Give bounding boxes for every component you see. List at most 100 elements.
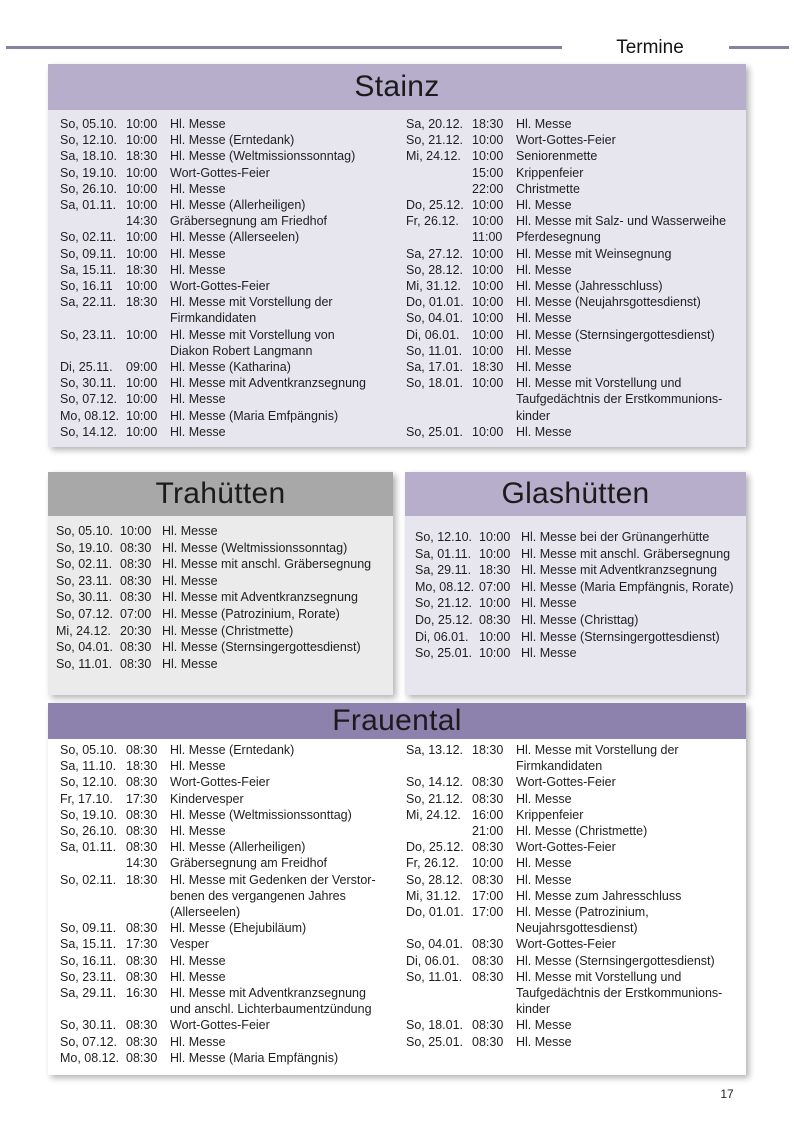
- event-description: Hl. Messe (Allerheiligen): [170, 198, 306, 213]
- schedule-row: So, 04.01. 10:00 Hl. Messe: [406, 310, 738, 326]
- schedule-row: 21:00 Hl. Messe (Christmette): [406, 823, 738, 839]
- event-date: So, 04.01.: [56, 640, 113, 655]
- event-date: So, 30.11.: [56, 590, 113, 605]
- event-time: 18:30: [472, 360, 504, 375]
- event-time: 07:00: [479, 579, 511, 594]
- schedule-row: 14:30 Gräbersegnung am Freidhof: [60, 855, 392, 871]
- event-time: 10:00: [479, 530, 511, 544]
- event-time: 10:00: [126, 117, 158, 131]
- schedule-column: So, 05.10. 10:00 Hl. Messe So, 19.10. 08…: [56, 523, 387, 672]
- schedule-row: So, 02.11. 10:00 Hl. Messe (Allerseelen): [60, 229, 392, 245]
- schedule-row: So, 07.12. 10:00 Hl. Messe: [60, 391, 392, 407]
- event-time: 18:30: [126, 149, 158, 164]
- schedule-row: So, 11.01. 10:00 Hl. Messe: [406, 343, 738, 359]
- section-body-trahuetten: So, 05.10. 10:00 Hl. Messe So, 19.10. 08…: [48, 516, 393, 695]
- schedule-row: Sa, 20.12. 18:30 Hl. Messe: [406, 116, 738, 132]
- event-time: 10:00: [120, 524, 152, 538]
- event-date: Sa, 15.11.: [60, 262, 117, 277]
- event-description: Hl. Messe: [516, 872, 572, 887]
- event-date: So, 11.01.: [406, 343, 463, 358]
- schedule-row: So, 30.11. 10:00 Hl. Messe mit Adventkra…: [60, 375, 392, 391]
- event-date: Sa, 29.11.: [60, 986, 117, 1001]
- event-date: Fr, 26.12.: [406, 214, 459, 229]
- event-date: So, 05.10.: [56, 524, 113, 538]
- event-date: So, 14.12.: [60, 424, 117, 439]
- event-description: Hl. Messe (Sternsingergottesdienst): [162, 640, 361, 655]
- event-time: 10:00: [472, 149, 504, 164]
- schedule-row: So, 18.01. 10:00 Hl. Messe mit Vorstellu…: [406, 375, 738, 424]
- event-time: 10:00: [472, 424, 504, 439]
- event-date: So, 12.10.: [60, 133, 117, 148]
- event-description: Hl. Messe: [521, 596, 577, 611]
- event-time: 22:00: [472, 181, 504, 196]
- schedule-column: Sa, 13.12. 18:30 Hl. Messe mit Vorstellu…: [406, 742, 738, 1075]
- event-description: Hl. Messe: [516, 360, 572, 375]
- event-date: So, 26.10.: [60, 824, 117, 839]
- event-date: So, 05.10.: [60, 743, 117, 757]
- event-time: 08:30: [126, 840, 158, 855]
- schedule-row: Mi, 24.12. 16:00 Krippenfeier: [406, 807, 738, 823]
- schedule-row: So, 21.12. 10:00 Wort-Gottes-Feier: [406, 132, 738, 148]
- schedule-column: So, 05.10. 10:00 Hl. Messe So, 12.10. 10…: [60, 116, 392, 447]
- event-time: 15:00: [472, 165, 504, 180]
- event-date: Do, 25.12.: [406, 198, 464, 213]
- schedule-row: Sa, 01.11. 08:30 Hl. Messe (Allerheilige…: [60, 839, 392, 855]
- event-time: 08:30: [479, 612, 511, 627]
- event-time: 08:30: [126, 953, 158, 968]
- event-description: Hl. Messe: [162, 524, 218, 538]
- schedule-row: Sa, 17.01. 18:30 Hl. Messe: [406, 359, 738, 375]
- event-date: So, 18.01.: [406, 1018, 463, 1033]
- event-description: Hl. Messe: [170, 117, 226, 131]
- schedule-row: So, 28.12. 08:30 Hl. Messe: [406, 872, 738, 888]
- event-time: 08:30: [120, 540, 152, 555]
- event-date: So, 04.01.: [406, 937, 463, 952]
- event-time: 08:30: [126, 775, 158, 790]
- event-time: 11:00: [472, 230, 503, 245]
- schedule-row: So, 23.11. 10:00 Hl. Messe mit Vorstellu…: [60, 327, 392, 359]
- event-date: So, 18.01.: [406, 376, 463, 391]
- schedule-row: So, 19.10. 08:30 Hl. Messe (Weltmissions…: [60, 807, 392, 823]
- event-description: Pferdesegnung: [516, 230, 601, 245]
- event-date: So, 02.11.: [60, 230, 117, 245]
- event-time: 08:30: [472, 872, 504, 887]
- event-description: Hl. Messe (Patrozinium, Rorate): [162, 606, 340, 621]
- header-rule-right: [729, 46, 789, 49]
- schedule-row: Mi, 24.12. 10:00 Seniorenmette: [406, 148, 738, 164]
- event-date: So, 25.01.: [406, 424, 463, 439]
- schedule-row: So, 23.11. 08:30 Hl. Messe: [60, 969, 392, 985]
- schedule-row: So, 25.01. 10:00 Hl. Messe: [406, 424, 738, 440]
- schedule-row: So, 30.11. 08:30 Hl. Messe mit Adventkra…: [56, 589, 387, 606]
- event-date: So, 30.11.: [60, 1018, 117, 1033]
- schedule-row: Sa, 01.11. 10:00 Hl. Messe mit anschl. G…: [415, 546, 740, 563]
- event-date: So, 19.10.: [56, 540, 113, 555]
- event-description: Hl. Messe: [170, 181, 226, 196]
- event-description: Hl. Messe (Maria Empfängnis, Rorate): [521, 579, 734, 594]
- event-description: Krippenfeier: [516, 807, 584, 822]
- event-date: Di, 06.01.: [415, 629, 469, 644]
- schedule-row: Sa, 11.10. 18:30 Hl. Messe: [60, 758, 392, 774]
- schedule-row: Sa, 01.11. 10:00 Hl. Messe (Allerheilige…: [60, 197, 392, 213]
- schedule-row: So, 14.12. 10:00 Hl. Messe: [60, 424, 392, 440]
- schedule-row: So, 21.12. 08:30 Hl. Messe: [406, 791, 738, 807]
- schedule-row: Do, 25.12. 08:30 Wort-Gottes-Feier: [406, 839, 738, 855]
- event-time: 18:30: [472, 743, 504, 757]
- schedule-row: So, 25.01. 10:00 Hl. Messe: [415, 645, 740, 662]
- event-time: 10:00: [472, 856, 504, 871]
- event-date: Mi, 24.12.: [406, 149, 461, 164]
- event-description: Kindervesper: [170, 791, 244, 806]
- section-trahuetten: Trahütten So, 05.10. 10:00 Hl. Messe So,…: [48, 472, 393, 695]
- schedule-column: So, 05.10. 08:30 Hl. Messe (Erntedank) S…: [60, 742, 392, 1075]
- event-time: 08:30: [472, 840, 504, 855]
- event-time: 10:00: [126, 327, 158, 342]
- event-description: Hl. Messe (Jahresschluss): [516, 279, 663, 294]
- section-body-glashuetten: So, 12.10. 10:00 Hl. Messe bei der Grüna…: [405, 516, 746, 695]
- event-time: 17:00: [472, 905, 504, 920]
- event-description: Hl. Messe mit Vorstellung von Diakon Rob…: [170, 327, 335, 358]
- event-date: So, 07.12.: [56, 606, 113, 621]
- event-description: Hl. Messe: [162, 656, 218, 671]
- header-rule-left: [6, 46, 562, 49]
- schedule-row: So, 19.10. 08:30 Hl. Messe (Weltmissions…: [56, 540, 387, 557]
- event-time: 10:00: [126, 408, 158, 423]
- event-date: Mo, 08.12.: [415, 579, 475, 594]
- event-time: 10:00: [472, 327, 504, 342]
